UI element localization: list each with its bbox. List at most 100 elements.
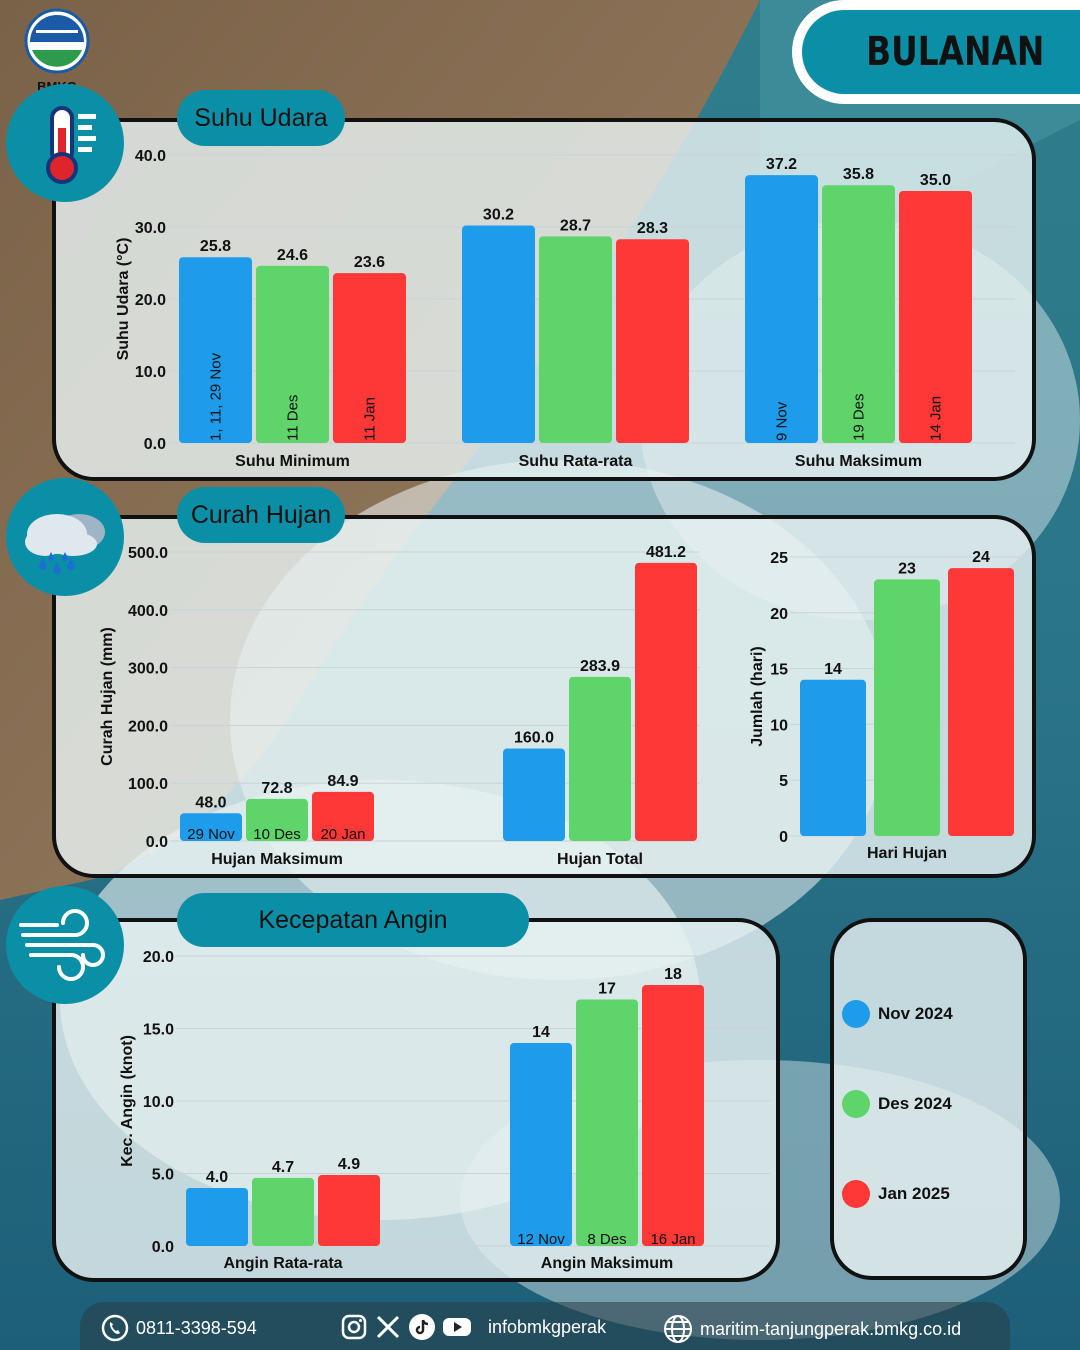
angin-bar-1-0 <box>252 1177 314 1246</box>
hujan-bar-1-1 <box>569 676 631 841</box>
footer-website[interactable]: maritim-tanjungperak.bmkg.co.id <box>662 1313 961 1345</box>
suhu-bar-value-label: 28.3 <box>637 220 668 237</box>
harihujan-bar-2-0 <box>948 568 1014 836</box>
angin-bar-2-1 <box>642 985 704 1246</box>
angin-y-tick-label: 15.0 <box>143 1022 174 1039</box>
footer-bar <box>80 1302 1010 1350</box>
harihujan-y-tick-label: 0 <box>779 829 788 846</box>
harihujan-y-tick-label: 15 <box>770 662 788 679</box>
suhu-bar-value-label: 23.6 <box>354 254 385 271</box>
legend-swatch-nov <box>842 1000 870 1028</box>
suhu-bar-value-label: 37.2 <box>766 156 797 173</box>
rain-cloud-icon <box>25 514 105 574</box>
suhu-bar-date-label: 1, 11, 29 Nov <box>208 352 225 441</box>
period-label: BULANAN <box>865 29 1044 75</box>
hujan-y-tick-label: 400.0 <box>128 603 168 620</box>
hujan-bar-1-0 <box>246 798 308 841</box>
hujan-bar-date-label: 29 Nov <box>187 826 235 843</box>
angin-bar-value-label: 14 <box>532 1024 550 1041</box>
hujan-y-tick-label: 300.0 <box>128 661 168 678</box>
angin-category-label: Angin Maksimum <box>541 1255 673 1272</box>
hujan-bar-date-label: 10 Des <box>253 826 301 843</box>
hujan-bar-date-label: 20 Jan <box>320 826 365 843</box>
angin-bar-date-label: 8 Des <box>587 1231 626 1248</box>
angin-bar-value-label: 17 <box>598 981 616 998</box>
suhu-bar-date-label: 9 Nov <box>774 401 791 441</box>
suhu-y-tick-label: 0.0 <box>144 436 166 453</box>
hujan-bar-value-label: 72.8 <box>261 780 292 797</box>
angin-category-label: Angin Rata-rata <box>223 1255 342 1272</box>
footer-phone-text: 0811-3398-594 <box>136 1317 257 1338</box>
angin-bar-value-label: 18 <box>664 966 682 983</box>
angin-y-tick-label: 5.0 <box>152 1167 174 1184</box>
hujan-y-tick-label: 100.0 <box>128 776 168 793</box>
angin-section-title: Kecepatan Angin <box>177 893 529 947</box>
hujan-bar-2-0 <box>312 791 374 841</box>
angin-bar-date-label: 16 Jan <box>650 1231 695 1248</box>
bmkg-logo: BMKG <box>22 8 92 94</box>
footer-social-handle: infobmkgperak <box>488 1316 607 1337</box>
angin-bar-1-1 <box>576 999 638 1246</box>
instagram-icon <box>341 1314 367 1340</box>
suhu-bar-0-1 <box>462 225 535 443</box>
harihujan-y-axis-label: Jumlah (hari) <box>749 646 766 746</box>
bmkg-emblem-icon <box>24 8 90 74</box>
wind-icon <box>19 909 105 981</box>
suhu-bar-2-2 <box>899 191 972 443</box>
suhu-bar-value-label: 24.6 <box>277 247 308 264</box>
angin-bar-date-label: 12 Nov <box>517 1231 565 1248</box>
harihujan-category-label: Hari Hujan <box>867 845 947 862</box>
tiktok-icon <box>409 1314 435 1340</box>
footer-phone[interactable]: 0811-3398-594 <box>100 1313 257 1343</box>
legend-item-jan: Jan 2025 <box>842 1180 950 1208</box>
hujan-y-tick-label: 200.0 <box>128 718 168 735</box>
suhu-category-label: Suhu Minimum <box>235 453 350 470</box>
suhu-y-tick-label: 20.0 <box>135 292 166 309</box>
harihujan-bar-0-0 <box>800 679 866 836</box>
whatsapp-icon <box>101 1314 129 1342</box>
suhu-bar-0-2 <box>745 175 818 443</box>
angin-bar-2-0 <box>318 1174 380 1246</box>
harihujan-y-tick-label: 5 <box>779 773 788 790</box>
hujan-category-label: Hujan Maksimum <box>211 851 343 868</box>
suhu-bar-date-label: 11 Des <box>285 395 302 441</box>
suhu-bar-date-label: 19 Des <box>851 393 868 441</box>
x-twitter-icon <box>376 1315 400 1339</box>
hujan-y-tick-label: 0.0 <box>146 834 168 851</box>
angin-bar-0-1 <box>510 1043 572 1246</box>
globe-icon <box>664 1315 692 1343</box>
suhu-y-tick-label: 10.0 <box>135 364 166 381</box>
harihujan-bar-value-label: 23 <box>898 560 916 577</box>
footer-social[interactable]: infobmkgperak <box>340 1313 606 1341</box>
legend-swatch-des <box>842 1090 870 1118</box>
suhu-bar-value-label: 35.8 <box>843 166 874 183</box>
hujan-section-title: Curah Hujan <box>177 487 345 543</box>
suhu-bar-1-2 <box>822 185 895 444</box>
suhu-bar-value-label: 35.0 <box>920 172 951 189</box>
suhu-bar-1-1 <box>539 236 612 443</box>
suhu-bar-value-label: 28.7 <box>560 217 591 234</box>
hujan-icon-badge <box>6 478 124 596</box>
hujan-bar-value-label: 48.0 <box>195 794 226 811</box>
hujan-bar-2-1 <box>635 562 697 841</box>
suhu-y-axis-label: Suhu Udara (°C) <box>115 238 132 361</box>
suhu-section-title: Suhu Udara <box>177 90 345 146</box>
suhu-icon-badge <box>6 84 124 202</box>
legend-label-jan: Jan 2025 <box>878 1184 950 1203</box>
harihujan-y-tick-label: 20 <box>770 606 788 623</box>
suhu-bar-0-0 <box>179 257 252 443</box>
suhu-bar-1-0 <box>256 265 329 443</box>
angin-y-tick-label: 0.0 <box>152 1239 174 1256</box>
suhu-bar-date-label: 11 Jan <box>362 397 379 441</box>
youtube-icon <box>443 1318 471 1336</box>
suhu-bar-2-0 <box>333 273 406 443</box>
harihujan-y-tick-label: 25 <box>770 550 788 567</box>
suhu-category-label: Suhu Maksimum <box>795 453 922 470</box>
hujan-bar-0-1 <box>503 748 565 841</box>
harihujan-bar-value-label: 14 <box>824 661 842 678</box>
legend-item-des: Des 2024 <box>842 1090 952 1118</box>
angin-bar-value-label: 4.9 <box>338 1156 360 1173</box>
angin-y-axis-label: Kec. Angin (knot) <box>119 1035 136 1167</box>
angin-y-tick-label: 10.0 <box>143 1094 174 1111</box>
